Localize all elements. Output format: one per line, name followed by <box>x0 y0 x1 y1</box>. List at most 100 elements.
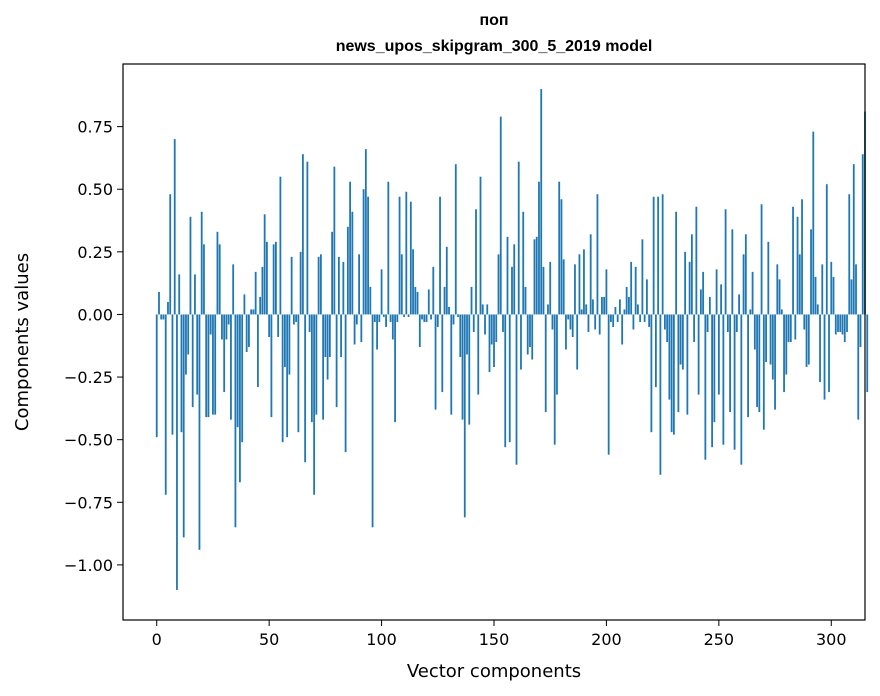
bar <box>650 314 653 433</box>
bar <box>200 211 203 315</box>
bar <box>304 314 307 463</box>
bar <box>834 314 837 335</box>
bar <box>837 314 839 332</box>
bar <box>326 314 329 380</box>
bar <box>443 286 446 315</box>
bar <box>744 234 747 315</box>
bar <box>652 196 655 315</box>
bar <box>796 216 799 315</box>
bar <box>405 191 408 315</box>
bar <box>646 279 648 315</box>
bar <box>726 314 729 332</box>
bar <box>160 314 163 320</box>
y-tick-label: 0.00 <box>77 305 113 324</box>
x-tick-label: 150 <box>479 630 510 649</box>
bar <box>513 244 516 315</box>
bar <box>351 211 354 315</box>
bar <box>439 196 441 315</box>
bar <box>268 314 271 337</box>
bar <box>747 314 749 418</box>
bar <box>547 304 549 315</box>
chart-title: поп <box>479 12 508 29</box>
bar <box>187 314 190 355</box>
bar <box>182 314 185 538</box>
y-tick-label: −0.25 <box>64 368 113 387</box>
bar <box>511 266 513 315</box>
bar <box>668 314 671 400</box>
bar <box>592 299 594 315</box>
y-tick-label: −1.00 <box>64 556 113 575</box>
bar <box>445 246 448 315</box>
bar <box>173 139 176 315</box>
bar <box>508 314 511 443</box>
bar <box>198 314 201 550</box>
bar <box>218 244 221 315</box>
bar <box>207 314 210 418</box>
bar <box>690 234 693 315</box>
bar <box>821 264 824 315</box>
bar <box>612 314 615 327</box>
x-tick-label: 300 <box>816 630 847 649</box>
bar <box>711 314 713 448</box>
bar <box>279 176 282 315</box>
bar <box>643 314 646 322</box>
bar <box>333 166 336 315</box>
bar <box>524 286 527 315</box>
bar <box>542 266 545 315</box>
bar <box>717 314 720 395</box>
bar <box>454 164 457 315</box>
bar <box>239 314 241 483</box>
bar <box>731 229 734 315</box>
bar <box>436 314 439 327</box>
bar <box>551 314 554 330</box>
bar <box>313 314 316 495</box>
bar <box>859 314 862 348</box>
bar <box>758 314 761 413</box>
bar <box>661 194 664 315</box>
bar <box>571 314 574 337</box>
bar <box>565 314 567 350</box>
bar <box>495 314 498 342</box>
bar <box>706 314 709 332</box>
bar <box>780 309 783 315</box>
bar <box>403 314 405 317</box>
bar <box>695 206 698 315</box>
bar <box>749 309 752 315</box>
bar <box>846 314 848 332</box>
bar <box>481 304 484 315</box>
bar <box>418 314 421 348</box>
bar <box>634 266 637 315</box>
bar <box>155 314 158 438</box>
bar <box>484 314 486 335</box>
bar <box>601 296 603 315</box>
bar <box>632 314 635 330</box>
bar <box>594 314 597 330</box>
bar <box>342 261 345 315</box>
bar <box>203 244 205 315</box>
bar <box>290 256 293 315</box>
x-tick-label: 50 <box>259 630 279 649</box>
y-axis: −1.00 −0.75 −0.50 −0.25 0.00 0.25 0.50 0.75 <box>64 118 123 575</box>
bar <box>866 314 869 393</box>
bar <box>369 286 372 315</box>
bar <box>391 314 394 340</box>
bar <box>236 314 239 428</box>
bar <box>407 314 410 317</box>
bar <box>315 314 318 415</box>
bar <box>295 314 298 322</box>
bar <box>787 314 790 342</box>
bar <box>412 249 414 315</box>
bar <box>639 314 642 322</box>
bar <box>367 196 369 315</box>
x-tick-label: 0 <box>152 630 162 649</box>
bar <box>459 314 462 358</box>
bar <box>839 314 842 332</box>
bar <box>771 314 774 380</box>
bar <box>823 314 826 400</box>
bar <box>598 314 601 335</box>
bar <box>286 314 289 438</box>
bar <box>576 314 579 370</box>
bar <box>733 314 736 450</box>
bar <box>715 269 718 315</box>
bar <box>432 266 435 315</box>
